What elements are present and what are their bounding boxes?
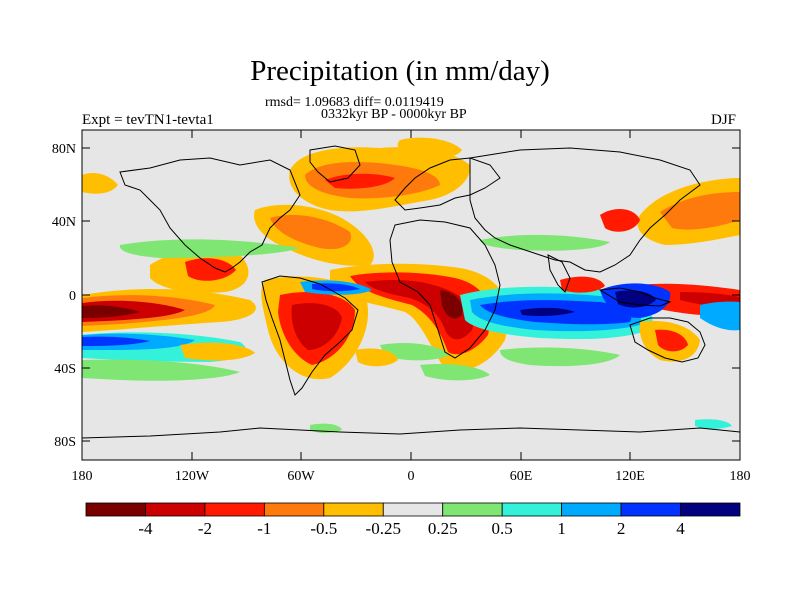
lat-label-0: 0 xyxy=(69,289,76,304)
colorbar xyxy=(85,502,741,517)
anomaly-eq-pacific-max xyxy=(82,305,140,318)
colorbar-label: -1 xyxy=(257,519,271,538)
colorbar-label: -0.25 xyxy=(366,519,401,538)
lat-label-40s: 40S xyxy=(54,362,76,377)
anomaly-east-asia xyxy=(600,208,640,232)
lon-label-120w: 120W xyxy=(175,469,210,484)
anomaly-n-pacific-core xyxy=(660,192,740,230)
colorbar-swatch xyxy=(263,502,325,517)
colorbar-swatch xyxy=(561,502,622,517)
anomaly-sh-green-belt xyxy=(82,359,240,381)
coast-indonesia xyxy=(598,287,672,307)
experiment-label: Expt = tevTN1-tevta1 xyxy=(82,112,214,128)
colorbar-swatch xyxy=(680,502,741,517)
coast-antarctica xyxy=(82,427,740,439)
longitude-labels: 180 120W 60W 0 60E 120E 180 xyxy=(72,469,751,484)
lon-label-120e: 120E xyxy=(615,469,645,484)
colorbar-label: -2 xyxy=(198,519,212,538)
stats-subtitle: rmsd= 1.09683 diff= 0.0119419 xyxy=(265,95,444,110)
anomaly-bay-of-bengal-dry xyxy=(560,276,605,293)
lon-label-180e: 180 xyxy=(730,469,751,484)
colorbar-label: -0.5 xyxy=(310,519,337,538)
colorbar-label: 0.25 xyxy=(428,519,458,538)
coast-north-america xyxy=(119,157,301,273)
anomaly-se-pacific-dry xyxy=(180,342,255,361)
anomaly-australia-dry-core xyxy=(655,329,688,352)
coast-europe xyxy=(394,157,501,211)
lat-label-80s: 80S xyxy=(54,435,76,450)
lat-label-40n: 40N xyxy=(52,215,76,230)
anomaly-sw-pacific-wet xyxy=(700,301,740,331)
coastlines xyxy=(82,145,740,439)
anomaly-africa-max xyxy=(440,290,463,319)
plot-title: Precipitation (in mm/day) xyxy=(250,55,550,87)
colorbar-swatch xyxy=(501,502,563,517)
map-ticks xyxy=(81,130,741,460)
colorbar-swatch xyxy=(85,502,146,517)
coast-india xyxy=(547,254,571,293)
season-label: DJF xyxy=(711,112,737,128)
lon-label-0: 0 xyxy=(408,469,415,484)
anomaly-mediterranean xyxy=(397,137,462,159)
anomaly-nh-green-belt xyxy=(119,239,300,258)
anomaly-nw-pacific xyxy=(82,173,118,194)
colorbar-label: 1 xyxy=(557,519,566,538)
period-subtitle: 0332kyr BP - 0000kyr BP xyxy=(321,107,467,122)
anomaly-s-pacific-wet-core xyxy=(82,336,150,346)
colorbar-swatch xyxy=(620,502,681,517)
coast-asia xyxy=(469,147,701,273)
precip-field xyxy=(82,130,740,460)
colorbar-swatch xyxy=(204,502,265,517)
colorbar-labels: -4 -2 -1 -0.5 -0.25 0.25 0.5 1 2 4 xyxy=(138,519,685,538)
lat-label-80n: 80N xyxy=(52,142,76,157)
lon-label-60e: 60E xyxy=(510,469,533,484)
anomaly-s-indian-wet xyxy=(500,347,620,367)
colorbar-label: 2 xyxy=(617,519,626,538)
anomaly-s-america-core xyxy=(291,303,342,350)
colorbar-swatch xyxy=(323,502,384,517)
colorbar-label: 0.5 xyxy=(492,519,513,538)
colorbar-swatch xyxy=(442,502,503,517)
latitude-labels: 80N 40N 0 40S 80S xyxy=(52,142,76,450)
colorbar-swatch xyxy=(145,502,206,517)
colorbar-label: -4 xyxy=(138,519,153,538)
anomaly-n-atlantic-core xyxy=(325,173,395,189)
anomaly-indian-wet-max xyxy=(520,307,575,316)
anomaly-antarctic-cyan xyxy=(695,419,732,429)
anomaly-se-atlantic-green xyxy=(420,364,490,381)
colorbar-swatch xyxy=(382,502,444,517)
anomaly-atlantic-mid xyxy=(270,214,351,250)
coast-south-america xyxy=(261,275,359,396)
anomaly-nh-green-belt-east xyxy=(480,234,610,251)
anomaly-s-atlantic-green xyxy=(380,343,450,361)
anomaly-ne-pacific-core xyxy=(185,258,236,281)
anomaly-atlantic-wet-band-core xyxy=(312,283,360,292)
colorbar-label: 4 xyxy=(676,519,685,538)
lon-label-60w: 60W xyxy=(287,469,315,484)
coast-africa xyxy=(389,219,501,359)
coast-australia xyxy=(629,317,706,363)
anomaly-s-atlantic-dry xyxy=(355,348,398,367)
lon-label-180w: 180 xyxy=(72,469,93,484)
coast-greenland xyxy=(309,145,361,183)
